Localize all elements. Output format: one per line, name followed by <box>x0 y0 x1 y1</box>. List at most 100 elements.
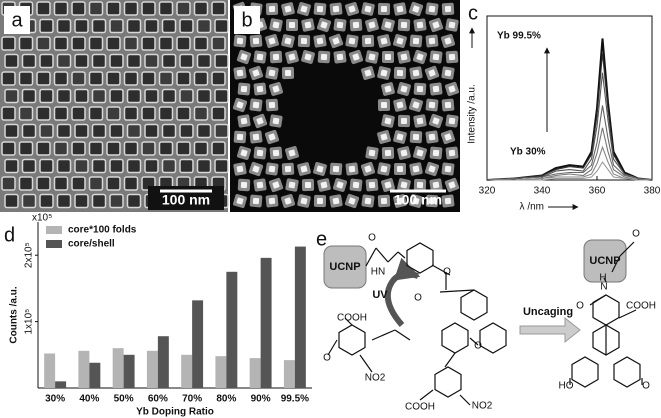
particle <box>144 18 159 34</box>
particle <box>237 114 251 128</box>
particle <box>36 71 51 86</box>
particle <box>39 193 54 209</box>
bond <box>469 337 479 346</box>
x-tick-label: 80% <box>216 394 236 405</box>
particle <box>237 146 251 160</box>
particle-core <box>272 21 280 29</box>
scheme-label: COOH <box>405 402 435 413</box>
particle-core <box>300 5 308 13</box>
particle <box>1 141 16 156</box>
particle-core <box>236 165 244 173</box>
particle <box>232 97 248 113</box>
particle-core <box>272 181 280 189</box>
particle <box>56 123 72 139</box>
particle-core <box>380 133 388 141</box>
particle <box>21 123 37 139</box>
bond <box>397 251 406 259</box>
scheme-label: COOH <box>337 313 367 324</box>
particle-core <box>384 21 392 29</box>
spectrum-line <box>486 53 653 181</box>
particle <box>53 36 69 51</box>
y-axis-label: Counts /a.u. <box>9 286 20 343</box>
particle-core <box>272 85 280 93</box>
particle <box>123 36 139 51</box>
particle <box>377 98 391 112</box>
particle <box>179 88 194 104</box>
particle-core <box>316 165 324 173</box>
ring <box>441 322 469 354</box>
particle <box>21 158 37 174</box>
scheme-label: Uncaging <box>523 306 573 318</box>
bond <box>589 294 607 306</box>
particle <box>179 158 194 174</box>
particle-core <box>380 5 388 13</box>
particle-core <box>380 197 388 205</box>
particle <box>233 34 247 48</box>
particle <box>361 66 375 80</box>
particle-core <box>364 197 372 205</box>
particle <box>106 1 121 16</box>
scale-label: 100 nm <box>394 192 442 208</box>
particle <box>74 123 89 139</box>
particle-core <box>416 117 424 125</box>
particle <box>345 162 359 176</box>
particle-core <box>240 85 248 93</box>
particle <box>126 193 142 209</box>
label-box <box>234 6 260 34</box>
particle <box>253 178 267 192</box>
particle <box>109 193 124 209</box>
particle <box>286 19 298 31</box>
particle <box>158 106 174 121</box>
scheme-label: H <box>599 273 606 284</box>
particle <box>91 158 107 174</box>
particle <box>381 178 395 192</box>
spectrum-line <box>487 161 652 181</box>
particle <box>196 53 212 69</box>
particle <box>88 71 104 86</box>
particle-core <box>304 181 312 189</box>
particle-core <box>380 165 388 173</box>
particle-core <box>384 117 392 125</box>
particle-core <box>428 37 436 45</box>
particle <box>393 98 407 112</box>
particle <box>91 123 107 139</box>
particle <box>179 18 194 34</box>
particle-core <box>268 101 276 109</box>
bar <box>44 353 56 388</box>
particle <box>393 130 407 144</box>
particle <box>36 176 51 191</box>
particle <box>316 17 332 33</box>
particle <box>4 53 19 69</box>
particle-core <box>288 181 296 189</box>
particle <box>281 2 295 16</box>
particle-core <box>448 53 456 61</box>
particle-core <box>316 37 324 45</box>
scheme-label: O <box>474 341 482 352</box>
y-tick-label: 2x10⁵ <box>24 242 35 268</box>
particle <box>297 162 311 176</box>
particle <box>333 178 347 192</box>
particle <box>176 36 191 51</box>
particle <box>361 2 375 16</box>
scheme-label: HO <box>559 381 574 392</box>
particle <box>285 146 299 160</box>
particle <box>123 1 139 16</box>
particle-core <box>288 149 296 157</box>
particle <box>91 88 107 104</box>
particle <box>301 178 315 192</box>
particle <box>1 71 16 86</box>
particle <box>345 2 359 16</box>
particle <box>236 49 252 65</box>
particle-core <box>236 101 244 109</box>
particle-core <box>396 197 404 205</box>
particle-core <box>304 21 312 29</box>
particle-core <box>352 53 360 61</box>
ucnp-box <box>583 239 627 283</box>
particle <box>4 193 19 209</box>
particle <box>74 18 89 34</box>
particle <box>397 50 411 64</box>
particle-core <box>400 181 408 189</box>
particle <box>349 178 363 192</box>
particle <box>361 194 375 208</box>
panel-label: c <box>468 2 478 24</box>
